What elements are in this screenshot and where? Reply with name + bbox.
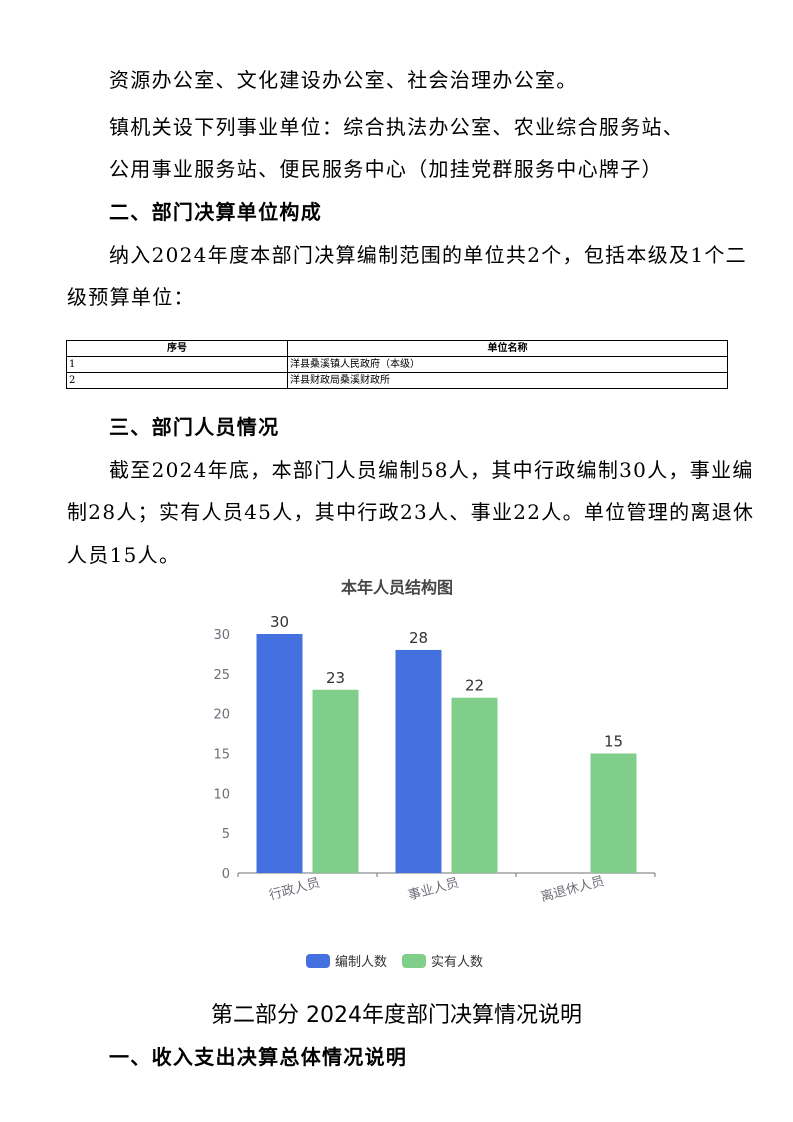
legend-swatch (306, 954, 330, 968)
y-tick-label: 10 (213, 787, 230, 802)
chart-title: 本年人员结构图 (341, 578, 453, 597)
x-tick-label: 事业人员 (407, 876, 461, 904)
data-label: 28 (409, 629, 428, 647)
body-line: 镇机关设下列事业单位：综合执法办公室、农业综合服务站、 (109, 115, 685, 139)
y-tick-label: 0 (222, 867, 230, 882)
section-heading: 二、部门决算单位构成 (109, 200, 322, 224)
x-tick-label: 行政人员 (268, 876, 322, 904)
y-tick-label: 20 (213, 708, 230, 723)
bar (590, 753, 637, 873)
bar (451, 697, 498, 873)
legend-swatch (402, 954, 426, 968)
data-label: 23 (326, 669, 345, 687)
legend-label[interactable]: 实有人数 (431, 955, 483, 970)
body-line: 截至2024年底，本部门人员编制58人，其中行政编制30人，事业编 (109, 458, 754, 482)
table-cell: 洋县财政局桑溪财政所 (287, 372, 728, 389)
table-header-row: 序号 单位名称 (66, 340, 728, 357)
legend-label[interactable]: 编制人数 (335, 955, 387, 970)
data-label: 30 (270, 613, 289, 631)
body-line: 公用事业服务站、便民服务中心（加挂党群服务中心牌子） (109, 157, 663, 181)
body-line: 纳入2024年度本部门决算编制范围的单位共2个，包括本级及1个二 (109, 243, 747, 267)
y-tick-label: 25 (213, 668, 230, 683)
y-tick-label: 15 (213, 748, 230, 763)
x-tick-label: 离退休人员 (539, 873, 606, 905)
column-header: 单位名称 (287, 340, 728, 357)
unit-table: 序号 单位名称 1 洋县桑溪镇人民政府（本级） 2 洋县财政局桑溪财政所 (66, 340, 728, 389)
section-heading: 三、部门人员情况 (109, 415, 280, 439)
body-line: 制28人；实有人员45人，其中行政23人、事业22人。单位管理的离退休 (67, 500, 755, 524)
data-label: 15 (604, 733, 623, 751)
table-cell: 洋县桑溪镇人民政府（本级） (287, 356, 728, 373)
bar (256, 634, 303, 873)
data-label: 22 (465, 677, 484, 695)
body-line: 资源办公室、文化建设办公室、社会治理办公室。 (109, 68, 578, 92)
table-cell: 2 (66, 372, 288, 389)
table-row: 1 洋县桑溪镇人民政府（本级） (66, 356, 728, 373)
body-line: 人员15人。 (67, 543, 181, 567)
y-tick-label: 30 (213, 628, 230, 643)
column-header: 序号 (66, 340, 288, 357)
table-row: 2 洋县财政局桑溪财政所 (66, 372, 728, 389)
y-tick-label: 5 (222, 827, 230, 842)
part-title: 第二部分 2024年度部门决算情况说明 (211, 1003, 582, 1028)
bar (395, 649, 442, 873)
personnel-bar-chart: 本年人员结构图 0 5 10 15 20 25 30 30 23 行政人员 28 22 事业人员 15 离退休… (213, 578, 656, 970)
body-line: 级预算单位： (67, 285, 195, 309)
bar (312, 689, 359, 873)
section-heading: 一、收入支出决算总体情况说明 (109, 1045, 408, 1069)
table-cell: 1 (66, 356, 288, 373)
